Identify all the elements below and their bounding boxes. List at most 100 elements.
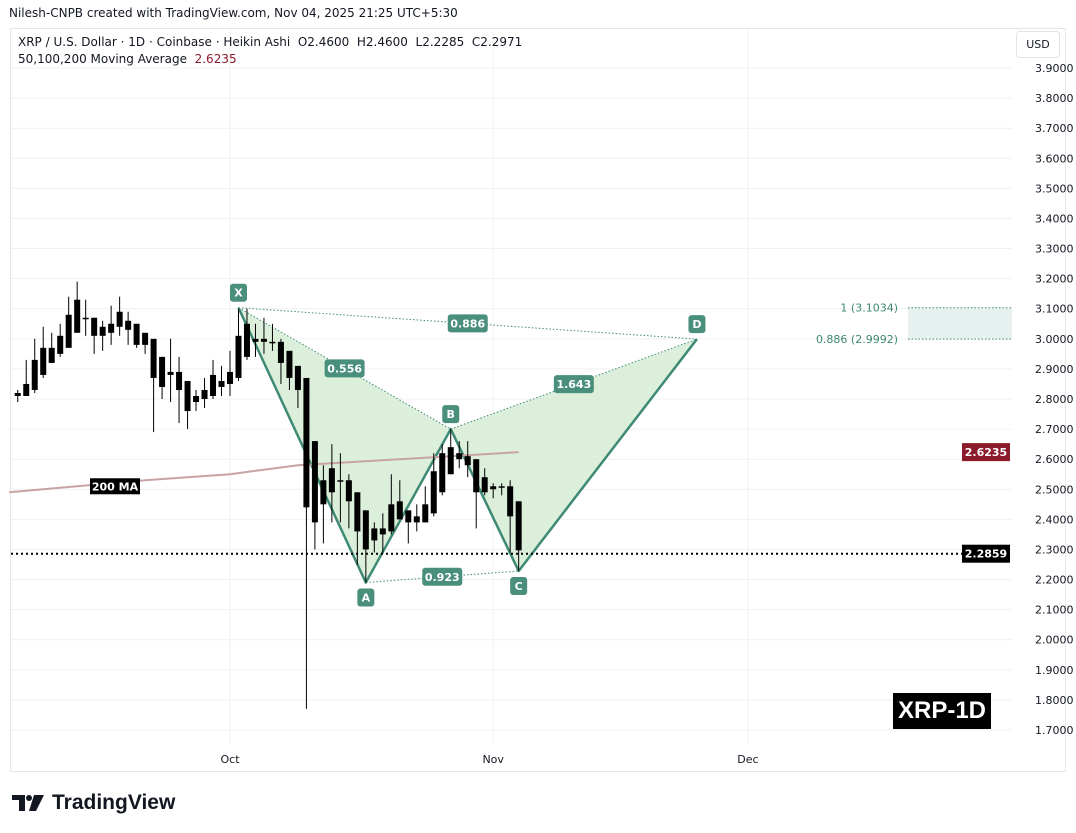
ma-indicator-label[interactable]: 50,100,200 Moving Average	[18, 52, 187, 66]
candle-body	[243, 323, 250, 357]
candle-body	[388, 504, 395, 532]
watermark-tag: XRP-1D	[893, 693, 991, 729]
moving-average	[9, 451, 519, 494]
candle-body	[252, 338, 259, 342]
candle-body	[379, 528, 386, 535]
price-tick-label: 1.8000	[1035, 694, 1074, 707]
tradingview-logo[interactable]: TradingView	[12, 791, 175, 815]
candle-body	[320, 480, 327, 505]
target-zone-label: 0.886 (2.9992)	[816, 333, 898, 346]
price-tick-label: 2.1000	[1035, 604, 1074, 617]
logo-text: TradingView	[52, 791, 176, 814]
pattern-ratio-line	[450, 338, 698, 430]
candle-body	[201, 389, 208, 400]
candle-body	[345, 480, 352, 502]
ratio-label-bg	[422, 567, 463, 586]
ratio-label-bg	[553, 375, 594, 394]
candle-body	[311, 441, 318, 523]
pattern-ratio-line	[238, 307, 697, 340]
price-tick-label: 1.9000	[1035, 664, 1074, 677]
candle-body	[490, 486, 497, 490]
time-tick-label: Nov	[482, 753, 504, 766]
price-tick-label: 2.7000	[1035, 423, 1074, 436]
point-label-a: A	[362, 592, 371, 605]
candle-body	[430, 471, 437, 514]
time-tick-label: Oct	[220, 753, 240, 766]
target-zone: 1 (3.1034) 0.886 (2.9992)	[816, 302, 1012, 346]
ratio-label-bg	[324, 359, 365, 378]
candle-body	[40, 347, 47, 375]
candle-body	[108, 323, 115, 333]
tradingview-logo-icon	[12, 795, 44, 811]
candle-body	[167, 371, 174, 375]
currency-button[interactable]: USD	[1016, 31, 1060, 58]
candle-body	[82, 317, 89, 320]
candle-body	[14, 392, 21, 397]
grid	[11, 29, 1012, 745]
candle-body	[260, 338, 267, 342]
candle-body	[507, 486, 514, 517]
pattern-ratio-line	[238, 307, 451, 430]
price-tick-label: 2.9000	[1035, 363, 1074, 376]
pattern-fill-xab	[238, 307, 451, 583]
candle-body	[362, 510, 369, 550]
candle-body	[498, 486, 505, 488]
point-label-d: D	[692, 318, 701, 331]
ratio-label: 0.923	[425, 571, 460, 584]
chart-legend: XRP / U.S. Dollar · 1D · Coinbase · Heik…	[18, 34, 522, 68]
candle-body	[294, 365, 301, 390]
candle-body	[277, 341, 284, 363]
point-label-a-bg	[357, 588, 375, 607]
price-tick-label: 3.8000	[1035, 92, 1074, 105]
ma-price-badge	[962, 443, 1010, 462]
time-tick-label: Dec	[737, 753, 758, 766]
chart-frame	[10, 28, 1066, 772]
candle-body	[74, 299, 81, 333]
candle-body	[193, 396, 200, 403]
candle-body	[396, 501, 403, 520]
point-label-x-bg	[229, 283, 247, 302]
ma-indicator-value: 2.6235	[194, 52, 237, 66]
candle-body	[184, 380, 191, 412]
point-label-b-bg	[442, 405, 460, 424]
candle-body	[269, 341, 276, 344]
price-tick-label: 1.7000	[1035, 724, 1074, 737]
candle-body	[210, 374, 217, 397]
candle-body	[447, 447, 454, 475]
target-zone-label: 1 (3.1034)	[840, 302, 898, 315]
candles	[14, 281, 522, 709]
ma-200-line	[9, 451, 519, 494]
ohlc-close: C2.2971	[471, 35, 523, 49]
candle-body	[328, 468, 335, 493]
candle-body	[159, 356, 166, 387]
pattern-fill-bcd	[450, 339, 697, 571]
ohlc-low: L2.2285	[415, 35, 465, 49]
price-tick-label: 3.4000	[1035, 212, 1074, 225]
point-label-x: X	[234, 287, 243, 300]
price-axis: 3.9000 3.8000 3.7000 3.6000 3.5000 3.4000 3.30…	[220, 62, 1073, 766]
candle-body	[464, 456, 471, 466]
candle-body	[405, 510, 412, 523]
candle-body	[31, 359, 38, 390]
symbol-info: XRP / U.S. Dollar · 1D · Coinbase · Heik…	[18, 35, 291, 49]
current-price-badge	[962, 544, 1010, 563]
ma-price-value: 2.6235	[965, 446, 1007, 459]
price-tick-label: 2.5000	[1035, 483, 1074, 496]
ratio-label: 0.556	[327, 362, 362, 375]
point-label-d-bg	[688, 315, 706, 334]
chart-credit: Nilesh-CNPB created with TradingView.com…	[9, 6, 458, 20]
price-tick-label: 2.3000	[1035, 543, 1074, 556]
price-tick-label: 3.6000	[1035, 152, 1074, 165]
candle-body	[473, 459, 480, 493]
candle-body	[337, 480, 344, 482]
pattern-ratio-line	[365, 570, 519, 584]
candle-body	[142, 332, 149, 345]
candle-body	[57, 335, 64, 354]
candle-body	[48, 347, 55, 363]
candle-body	[91, 317, 98, 336]
ohlc-high: H2.4600	[356, 35, 408, 49]
candle-body	[286, 350, 293, 378]
candle-body	[422, 504, 429, 523]
candle-body	[481, 477, 488, 493]
